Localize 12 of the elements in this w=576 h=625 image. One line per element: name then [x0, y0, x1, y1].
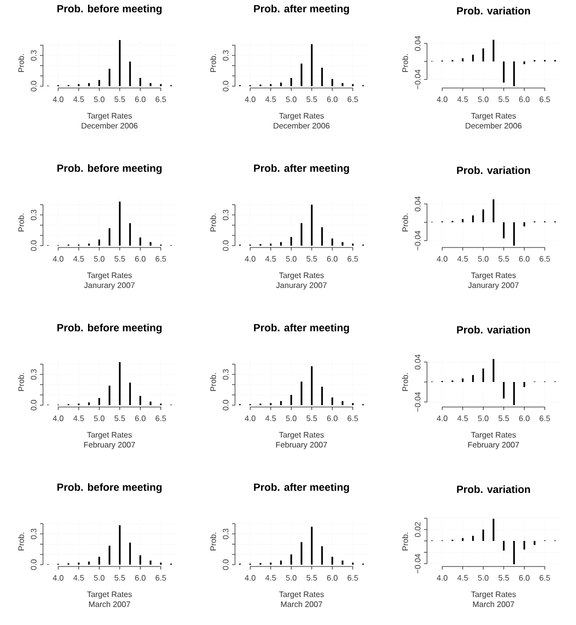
chart-title: Prob. variation [457, 6, 530, 15]
chart-title: Prob. before meeting [57, 4, 162, 15]
chart-title: Prob. after meeting [254, 324, 349, 334]
chart-title: Prob. before meeting [57, 483, 162, 494]
chart-title: Prob. before meeting [57, 164, 162, 174]
chart-title: Prob. variation [457, 326, 530, 334]
chart-title: Prob. after meeting [254, 483, 349, 494]
chart-title: Prob. after meeting [254, 4, 349, 15]
chart-title: Prob. after meeting [254, 164, 349, 174]
chart-title: Prob. variation [457, 166, 530, 174]
chart-title: Prob. before meeting [57, 324, 162, 334]
chart-title: Prob. variation [457, 485, 530, 494]
